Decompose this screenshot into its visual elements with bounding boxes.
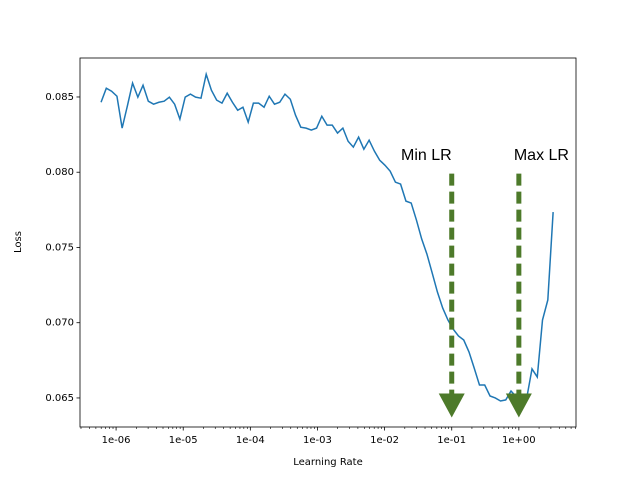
y-tick-label: 0.085	[45, 92, 74, 103]
x-tick-label: 1e-06	[102, 435, 131, 446]
y-tick-label: 0.075	[45, 242, 74, 253]
x-tick-label: 1e-04	[236, 435, 265, 446]
plot-frame	[79, 57, 577, 428]
annotation-label: Min LR	[401, 147, 452, 164]
x-tick-label: 1e-05	[169, 435, 198, 446]
annotation-label: Max LR	[514, 147, 569, 164]
x-tick-label: 1e+00	[502, 435, 536, 446]
x-tick-label: 1e-02	[370, 435, 399, 446]
y-tick-label: 0.065	[45, 393, 74, 404]
annotation-arrowhead	[505, 393, 532, 418]
x-tick-label: 1e-03	[303, 435, 332, 446]
y-tick-label: 0.080	[45, 167, 74, 178]
annotation-arrowhead	[438, 393, 465, 418]
x-tick-label: 1e-01	[437, 435, 466, 446]
y-tick-label: 0.070	[45, 318, 74, 329]
x-axis-label: Learning Rate	[293, 457, 363, 468]
line	[100, 71, 554, 406]
y-axis-label: Loss	[13, 231, 24, 253]
